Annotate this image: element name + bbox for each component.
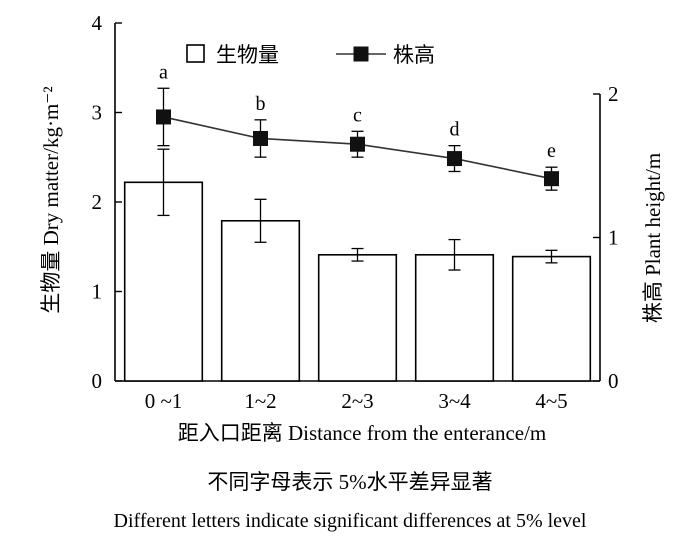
legend-bar-swatch: [186, 44, 205, 63]
y-axis-title: 生物量 Dry matter/kg·m⁻²: [39, 86, 63, 313]
bars-group: [123, 148, 592, 382]
chart: 0 1 2 3 4 0 1 2 0 ~1 1~2 2~3 3~4 4~5 a b c d e 生物量 株高 距入口…: [39, 11, 665, 445]
data-point: [350, 136, 365, 152]
y-tick-label: 3: [92, 101, 103, 125]
data-point: [156, 109, 171, 125]
legend: 生物量 株高: [186, 43, 435, 67]
x-tick-label: 3~4: [438, 389, 471, 413]
bar: [511, 255, 592, 382]
significance-letter: e: [547, 140, 556, 162]
y2-tick-label: 2: [608, 82, 619, 106]
y-tick-label: 1: [92, 280, 103, 304]
legend-line-label: 株高: [393, 43, 435, 67]
x-tick-label: 2~3: [341, 389, 373, 413]
significance-letter: c: [353, 104, 362, 126]
data-point: [447, 151, 462, 167]
y2-tick-label: 1: [608, 226, 619, 250]
x-axis-title: 距入口距离 Distance from the enterance/m: [178, 421, 547, 445]
bar: [317, 254, 398, 382]
caption-english: Different letters indicate significant d…: [113, 510, 587, 532]
legend-line-marker: [353, 46, 369, 62]
x-tick-label: 4~5: [535, 389, 567, 413]
y-tick-label: 2: [92, 190, 103, 214]
data-point: [544, 171, 559, 187]
y-tick-label: 4: [92, 11, 103, 35]
bar: [220, 219, 301, 382]
y-tick-label: 0: [92, 369, 103, 393]
significance-letter: b: [256, 93, 266, 115]
legend-bar-label: 生物量: [216, 43, 279, 67]
data-point: [253, 130, 268, 146]
y2-tick-label: 0: [608, 369, 619, 393]
y2-axis-title: 株高 Plant height/m: [641, 153, 665, 323]
x-tick-label: 0 ~1: [145, 389, 183, 413]
significance-letter: a: [159, 61, 168, 83]
significance-letter: d: [450, 119, 460, 141]
line-series-group: a b c d e: [156, 61, 559, 191]
x-tick-label: 1~2: [244, 389, 276, 413]
caption-chinese: 不同字母表示 5%水平差异显著: [207, 470, 493, 494]
bar: [414, 254, 495, 382]
